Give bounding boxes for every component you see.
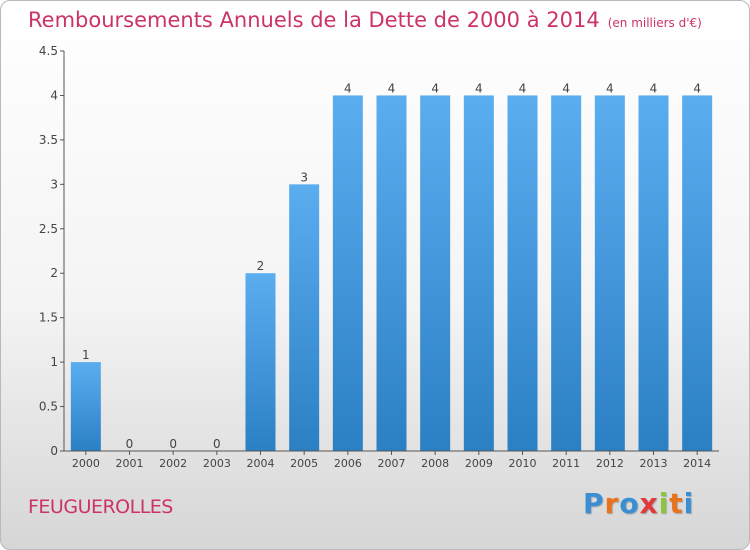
bar-2000: [70, 362, 101, 451]
x-tick-label-2001: 2001: [116, 457, 144, 470]
x-tick-label-2014: 2014: [683, 457, 711, 470]
y-tick-label: 2: [50, 266, 58, 280]
data-label-2009: 4: [475, 81, 483, 95]
bar-2006: [332, 95, 363, 451]
y-tick-label: 0: [50, 444, 58, 458]
x-tick-label-2011: 2011: [552, 457, 580, 470]
y-tick-label: 3: [50, 177, 58, 191]
data-label-2000: 1: [82, 348, 90, 362]
data-label-2011: 4: [562, 81, 570, 95]
x-tick-label-2009: 2009: [465, 457, 493, 470]
bar-2009: [463, 95, 494, 451]
y-tick-label: 4.5: [39, 44, 58, 58]
logo-letter: t: [669, 487, 684, 520]
data-label-2013: 4: [650, 81, 658, 95]
y-tick-label: 1: [50, 355, 58, 369]
data-label-2008: 4: [431, 81, 439, 95]
x-tick-label-2004: 2004: [247, 457, 275, 470]
y-tick-label: 0.5: [39, 400, 58, 414]
y-tick-label: 3.5: [39, 133, 58, 147]
x-tick-label-2003: 2003: [203, 457, 231, 470]
proxiti-logo: Proxiti: [583, 487, 694, 520]
bar-2012: [594, 95, 625, 451]
data-label-2003: 0: [213, 437, 221, 451]
bar-2004: [245, 273, 276, 451]
bar-2013: [638, 95, 669, 451]
logo-letter: x: [639, 487, 659, 520]
y-tick-label: 2.5: [39, 222, 58, 236]
x-tick-label-2002: 2002: [159, 457, 187, 470]
y-tick-label: 4: [50, 88, 58, 102]
logo-letter: i: [683, 487, 695, 520]
data-label-2001: 0: [126, 437, 134, 451]
data-label-2010: 4: [519, 81, 527, 95]
x-tick-label-2012: 2012: [596, 457, 624, 470]
data-label-2002: 0: [169, 437, 177, 451]
x-tick-label-2010: 2010: [509, 457, 537, 470]
data-label-2004: 2: [257, 259, 265, 273]
data-label-2014: 4: [693, 81, 701, 95]
x-tick-label-2013: 2013: [640, 457, 668, 470]
data-label-2006: 4: [344, 81, 352, 95]
chart-unit: (en milliers d'€): [607, 16, 702, 30]
x-tick-label-2006: 2006: [334, 457, 362, 470]
data-label-2005: 3: [300, 170, 308, 184]
chart-title: Remboursements Annuels de la Dette de 20…: [28, 8, 702, 32]
y-tick-label: 1.5: [39, 311, 58, 325]
logo-letter: r: [604, 487, 620, 520]
x-axis: 2000 2001 2002 2003 2004 2005 2006 2007 2008 2009…: [64, 450, 719, 470]
x-tick-label-2007: 2007: [378, 457, 406, 470]
bar-2007: [376, 95, 407, 451]
data-label-2012: 4: [606, 81, 614, 95]
bar-2008: [420, 95, 451, 451]
logo-letter: P: [583, 487, 605, 520]
y-axis: 0 0.5 1 1.5 2 2.5 3 3.5 4 4.5: [39, 44, 65, 458]
x-tick-label-2005: 2005: [290, 457, 318, 470]
chart-title-text: Remboursements Annuels de la Dette de 20…: [28, 8, 600, 32]
bar-2014: [682, 95, 713, 451]
bar-2005: [289, 184, 320, 452]
commune-name: FEUGUEROLLES: [28, 496, 173, 518]
x-tick-label-2000: 2000: [72, 457, 100, 470]
bar-2011: [551, 95, 582, 451]
bars: 1 0 0 0 2 3 4 4 4 4 4 4 4 4 4: [70, 81, 713, 452]
bar-2010: [507, 95, 538, 451]
data-label-2007: 4: [388, 81, 396, 95]
x-tick-label-2008: 2008: [421, 457, 449, 470]
logo-letter: i: [658, 487, 670, 520]
logo-letter: o: [619, 487, 640, 520]
